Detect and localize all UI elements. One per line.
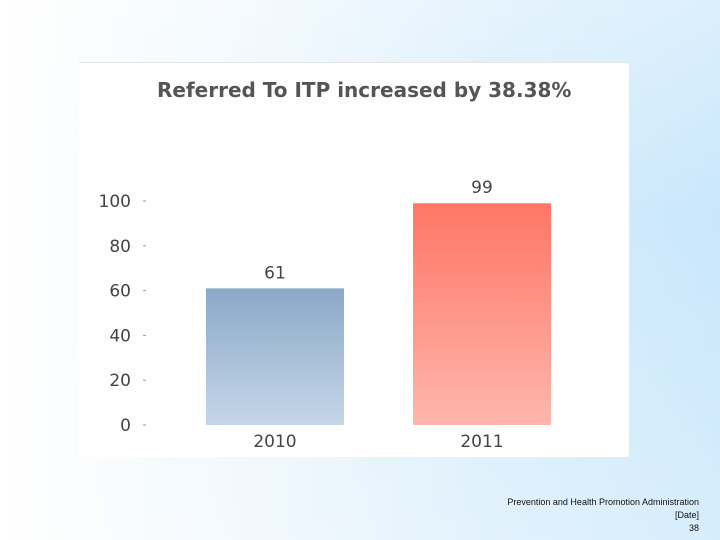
x-category-label: 2010 xyxy=(253,432,296,452)
y-tick-label: 20 xyxy=(109,371,131,391)
chart-panel: Referred To ITP increased by 38.38% 0 20 4… xyxy=(79,62,630,457)
bar-value-label: 99 xyxy=(471,178,493,198)
y-tick-label: 40 xyxy=(109,326,131,346)
bar-2010 xyxy=(206,288,344,425)
y-tick-label: 80 xyxy=(109,237,131,257)
bars-group: 61 2010 99 2011 xyxy=(206,178,551,452)
bar-chart: Referred To ITP increased by 38.38% 0 20 4… xyxy=(99,78,572,452)
footer-date: [Date] xyxy=(674,510,699,520)
y-axis: 0 20 40 60 80 100 xyxy=(99,192,146,436)
chart-title: Referred To ITP increased by 38.38% xyxy=(157,78,571,102)
y-tick-label: 100 xyxy=(99,192,131,212)
footer-organization: Prevention and Health Promotion Administ… xyxy=(507,497,699,507)
bar-value-label: 61 xyxy=(264,263,286,283)
x-category-label: 2011 xyxy=(460,432,503,452)
bar-2011 xyxy=(413,203,551,425)
y-tick-label: 0 xyxy=(120,416,131,436)
slide-footer: Prevention and Health Promotion Administ… xyxy=(507,496,699,535)
y-tick-label: 60 xyxy=(109,282,131,302)
footer-page-number: 38 xyxy=(688,523,699,533)
